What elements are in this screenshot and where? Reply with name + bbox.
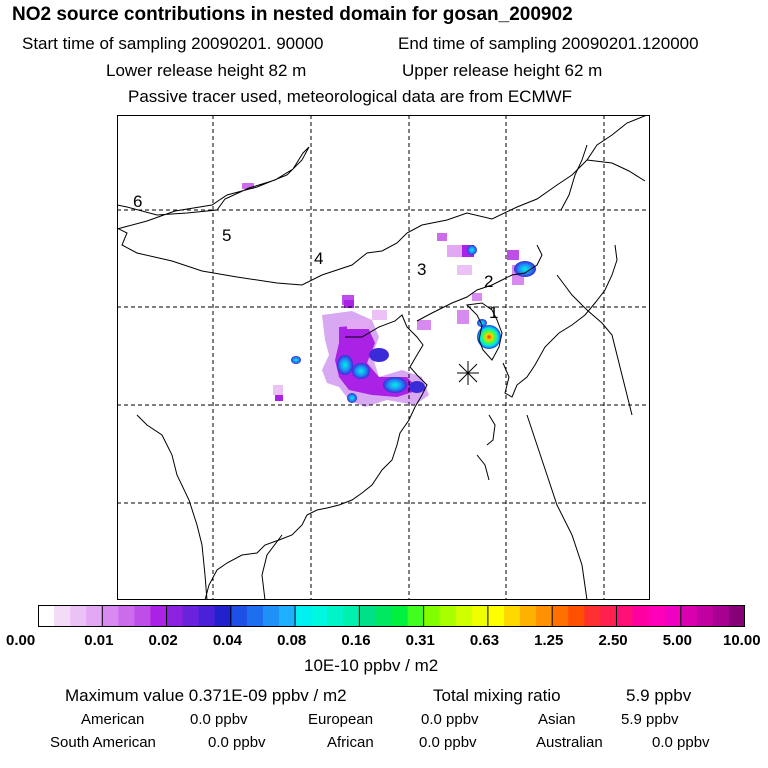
- american-label: American: [81, 711, 145, 728]
- region-label-1: 1: [489, 303, 498, 322]
- colorbar-segment: [439, 605, 457, 627]
- colorbar-segment: [311, 605, 328, 627]
- asian-label: Asian: [538, 711, 576, 728]
- colorbar-segment: [568, 605, 585, 627]
- colorbar-tick-label: 0.04: [212, 632, 243, 649]
- region-label-2: 2: [484, 272, 493, 291]
- colorbar-segment: [503, 605, 521, 627]
- colorbar-segment: [134, 605, 152, 627]
- colorbar-segment: [487, 605, 505, 627]
- end-time-label: End time of sampling 20090201.120000: [398, 34, 699, 53]
- colorbar-units: 10E-10 ppbv / m2: [304, 656, 439, 675]
- colorbar-segment: [520, 605, 537, 627]
- colorbar-segment: [150, 605, 168, 627]
- colorbar-segment: [70, 605, 87, 627]
- colorbar-tick-label: 5.00: [662, 632, 692, 649]
- start-time-label: Start time of sampling 20090201. 90000: [22, 34, 324, 53]
- colorbar-segment: [327, 605, 344, 627]
- australian-value: 0.0 ppbv: [652, 734, 710, 751]
- colorbar-segment: [214, 605, 232, 627]
- colorbar-tick-label: 0.31: [405, 632, 435, 649]
- colorbar-segment: [455, 605, 473, 627]
- colorbar-segment: [182, 605, 200, 627]
- colorbar-segment: [696, 605, 714, 627]
- colorbar-segment: [664, 605, 682, 627]
- colorbar-segment: [407, 605, 425, 627]
- colorbar-segment: [616, 605, 634, 627]
- colorbar-segment: [230, 605, 248, 627]
- colorbar-segment: [343, 605, 360, 627]
- colorbar-tick-label: 0.16: [341, 632, 371, 649]
- total-mixing-ratio-label: Total mixing ratio: [433, 686, 561, 705]
- colorbar-tick-label: 10.00: [723, 632, 761, 649]
- colorbar-tick-label: 0.01: [84, 632, 114, 649]
- map-panel: 1 2 3 4 5 6: [117, 115, 650, 600]
- colorbar-tick-label: 0.00: [6, 632, 36, 649]
- south-american-label: South American: [50, 734, 156, 751]
- upper-release-height: Upper release height 62 m: [402, 61, 603, 80]
- colorbar-segment: [600, 605, 618, 627]
- colorbar-segment: [552, 605, 569, 627]
- colorbar-tick-label: 0.63: [469, 632, 500, 649]
- receptor-star-icon: [457, 361, 479, 385]
- colorbar-tick-label: 1.25: [534, 632, 564, 649]
- colorbar-segment: [54, 605, 71, 627]
- colorbar-segment: [279, 605, 296, 627]
- colorbar: [38, 605, 745, 627]
- colorbar-segment: [728, 605, 745, 627]
- tracer-note: Passive tracer used, meteorological data…: [128, 87, 573, 106]
- colorbar-segment: [102, 605, 119, 627]
- region-label-5: 5: [222, 226, 231, 245]
- region-label-4: 4: [314, 249, 323, 268]
- region-label-3: 3: [417, 260, 426, 279]
- colorbar-segment: [198, 605, 216, 627]
- colorbar-tick-label: 0.08: [277, 632, 307, 649]
- region-label-6: 6: [133, 192, 142, 211]
- colorbar-segment: [262, 605, 280, 627]
- colorbar-segment: [471, 605, 489, 627]
- colorbar-segment: [632, 605, 650, 627]
- plot-title: NO2 source contributions in nested domai…: [12, 4, 573, 25]
- european-label: European: [308, 711, 374, 728]
- colorbar-segment: [166, 605, 184, 627]
- african-label: African: [327, 734, 374, 751]
- colorbar-segment: [680, 605, 698, 627]
- colorbar-segment: [536, 605, 553, 627]
- european-value: 0.0 ppbv: [421, 711, 479, 728]
- colorbar-segment: [375, 605, 393, 627]
- total-mixing-ratio-value: 5.9 ppbv: [626, 686, 692, 705]
- colorbar-segment: [391, 605, 409, 627]
- lower-release-height: Lower release height 82 m: [106, 61, 307, 80]
- colorbar-tick-label: 0.02: [148, 632, 178, 649]
- colorbar-segment: [584, 605, 601, 627]
- colorbar-tick-label: 2.50: [598, 632, 628, 649]
- coastlines: [117, 115, 648, 600]
- colorbar-segment: [648, 605, 666, 627]
- south-american-value: 0.0 ppbv: [208, 734, 266, 751]
- american-value: 0.0 ppbv: [190, 711, 248, 728]
- maximum-value: Maximum value 0.371E-09 ppbv / m2: [65, 686, 347, 705]
- colorbar-segment: [86, 605, 103, 627]
- colorbar-segment: [712, 605, 730, 627]
- colorbar-segment: [359, 605, 377, 627]
- australian-label: Australian: [536, 734, 603, 751]
- african-value: 0.0 ppbv: [419, 734, 477, 751]
- lat-lon-grid: [117, 115, 650, 600]
- colorbar-segment: [295, 605, 312, 627]
- colorbar-segment: [423, 605, 441, 627]
- asian-value: 5.9 ppbv: [621, 711, 679, 728]
- colorbar-segment: [246, 605, 264, 627]
- colorbar-segment: [118, 605, 136, 627]
- hotspots: [291, 245, 536, 403]
- colorbar-segment: [38, 605, 55, 627]
